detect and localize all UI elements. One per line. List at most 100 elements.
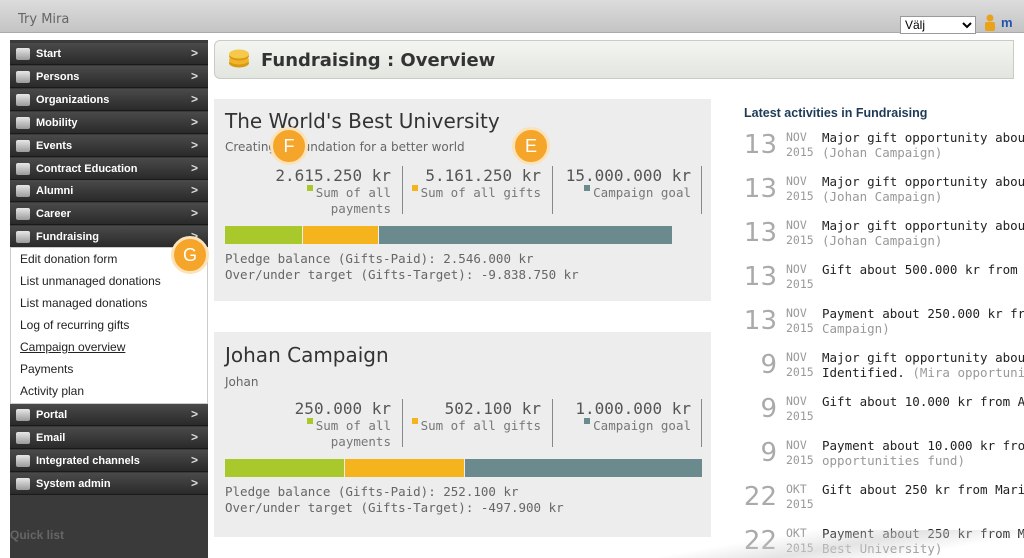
sidebar-item-label: Portal bbox=[36, 408, 68, 421]
gifts-amount: 5.161.250 kr bbox=[425, 166, 541, 185]
activity-campaign: opportunities fund) bbox=[822, 453, 965, 468]
activity-year: 2015 bbox=[786, 145, 814, 159]
submenu-item[interactable]: Edit donation form bbox=[20, 252, 118, 266]
submenu-item[interactable]: Payments bbox=[20, 362, 74, 376]
campaign-name[interactable]: Johan Campaign bbox=[225, 343, 389, 367]
campaign-subtitle: Johan bbox=[225, 375, 259, 389]
sidebar-item-events[interactable]: Events > bbox=[10, 135, 208, 157]
chevron-right-icon: > bbox=[190, 161, 198, 175]
language-select[interactable]: Välj bbox=[900, 16, 976, 34]
sidebar-item-portal[interactable]: Portal > bbox=[10, 404, 208, 426]
gifts-swatch bbox=[411, 418, 418, 424]
submenu-item[interactable]: Log of recurring gifts bbox=[20, 318, 130, 332]
goal-swatch bbox=[584, 418, 591, 424]
payments-amount: 250.000 kr bbox=[294, 399, 391, 418]
gifts-stat: 5.161.250 kr Sum of all gifts bbox=[411, 166, 541, 201]
sidebar-item-alumni[interactable]: Alumni > bbox=[10, 180, 208, 202]
activity-subtext: (Johan Campaign) bbox=[822, 189, 942, 204]
app-title: Try Mira bbox=[18, 12, 70, 27]
portal-icon bbox=[16, 408, 30, 421]
goal-stat: 15.000.000 kr Campaign goal bbox=[566, 166, 691, 201]
page-header: Fundraising : Overview bbox=[214, 40, 1014, 79]
contract-icon bbox=[16, 162, 30, 175]
events-icon bbox=[16, 139, 30, 152]
goal-stat: 1.000.000 kr Campaign goal bbox=[575, 399, 691, 434]
sidebar-item-label: Mobility bbox=[36, 116, 78, 129]
activity-year: 2015 bbox=[786, 321, 814, 335]
submenu-item[interactable]: List unmanaged donations bbox=[20, 274, 161, 288]
activity-month: NOV bbox=[786, 174, 807, 188]
activity-day: 13 bbox=[744, 130, 777, 160]
chevron-right-icon: > bbox=[190, 476, 198, 490]
sidebar-item-start[interactable]: Start > bbox=[10, 43, 208, 65]
grid-icon bbox=[16, 47, 30, 60]
sidebar-item-label: Fundraising bbox=[36, 230, 99, 243]
payments-stat: 250.000 kr Sum of all payments bbox=[295, 399, 391, 450]
activity-text: Major gift opportunity about 5 bbox=[822, 218, 1024, 233]
activity-item[interactable]: 13 NOV 2015 Gift about 500.000 kr from Ke bbox=[744, 262, 1024, 306]
activity-year: 2015 bbox=[786, 277, 814, 291]
sidebar-item-system-admin[interactable]: System admin > bbox=[10, 473, 208, 495]
activity-subtext: Identified. (Mira opportunities bbox=[822, 365, 1024, 380]
sidebar-item-contract-education[interactable]: Contract Education > bbox=[10, 158, 208, 180]
submenu-item[interactable]: Campaign overview bbox=[20, 340, 126, 354]
activity-day: 13 bbox=[744, 262, 777, 292]
channels-icon bbox=[16, 454, 30, 467]
activity-text: Payment about 10.000 kr from bbox=[822, 438, 1024, 453]
sidebar-item-mobility[interactable]: Mobility > bbox=[10, 112, 208, 134]
user-icon[interactable] bbox=[984, 14, 996, 32]
page-shadow bbox=[560, 530, 1024, 558]
activity-day: 9 bbox=[760, 350, 777, 380]
organization-icon bbox=[16, 93, 30, 106]
sidebar-item-career[interactable]: Career > bbox=[10, 203, 208, 225]
activity-subtext: (Johan Campaign) bbox=[822, 145, 942, 160]
gifts-label: Sum of all gifts bbox=[420, 418, 541, 433]
payments-amount: 2.615.250 kr bbox=[275, 166, 391, 185]
chevron-right-icon: > bbox=[190, 115, 198, 129]
chevron-right-icon: > bbox=[190, 46, 198, 60]
user-link[interactable]: m bbox=[1001, 15, 1013, 30]
sidebar-item-organizations[interactable]: Organizations > bbox=[10, 89, 208, 111]
goal-label: Campaign goal bbox=[593, 418, 691, 433]
sidebar-item-integrated-channels[interactable]: Integrated channels > bbox=[10, 450, 208, 472]
campaign-name[interactable]: The World's Best University bbox=[225, 109, 500, 133]
divider bbox=[402, 166, 403, 214]
payments-label-2: payments bbox=[330, 201, 391, 216]
top-bar: Try Mira Välj m bbox=[0, 0, 1024, 34]
payments-label: Sum of all bbox=[315, 185, 391, 200]
goal-swatch bbox=[584, 185, 591, 191]
sidebar-item-persons[interactable]: Persons > bbox=[10, 66, 208, 88]
chevron-right-icon: > bbox=[190, 453, 198, 467]
chevron-right-icon: > bbox=[190, 92, 198, 106]
goal-amount: 1.000.000 kr bbox=[575, 399, 691, 418]
pledge-balance: Pledge balance (Gifts-Paid): 2.546.000 k… bbox=[225, 251, 534, 266]
goal-amount: 15.000.000 kr bbox=[565, 166, 691, 185]
activity-subtext: (Johan Campaign) bbox=[822, 233, 942, 248]
payments-segment bbox=[225, 226, 303, 244]
campaign-card: Johan Campaign Johan 250.000 kr Sum of a… bbox=[214, 332, 711, 537]
sidebar-item-label: Events bbox=[36, 139, 73, 152]
submenu-item[interactable]: Activity plan bbox=[20, 384, 85, 398]
chevron-right-icon: > bbox=[190, 69, 198, 83]
activity-item[interactable]: 9 NOV 2015 Payment about 10.000 kr from oppo… bbox=[744, 438, 1024, 482]
activity-item[interactable]: 13 NOV 2015 Payment about 250.000 kr fro Cam… bbox=[744, 306, 1024, 350]
activity-subtext: Campaign) bbox=[822, 321, 890, 336]
submenu-item[interactable]: List managed donations bbox=[20, 296, 148, 310]
activity-subtext: opportunities fund) bbox=[822, 453, 965, 468]
activity-campaign: (Mira opportunities bbox=[912, 365, 1024, 380]
activity-item[interactable]: 9 NOV 2015 Gift about 10.000 kr from Alv bbox=[744, 394, 1024, 438]
activity-text: Major gift opportunity about 1 bbox=[822, 174, 1024, 189]
alumni-icon bbox=[16, 184, 30, 197]
sidebar-item-email[interactable]: Email > bbox=[10, 427, 208, 449]
activity-year: 2015 bbox=[786, 233, 814, 247]
activity-day: 9 bbox=[760, 394, 777, 424]
callout-e: E bbox=[512, 127, 550, 165]
activity-day: 13 bbox=[744, 306, 777, 336]
divider bbox=[701, 166, 702, 214]
fundraising-submenu: Edit donation form List unmanaged donatio… bbox=[10, 247, 208, 404]
